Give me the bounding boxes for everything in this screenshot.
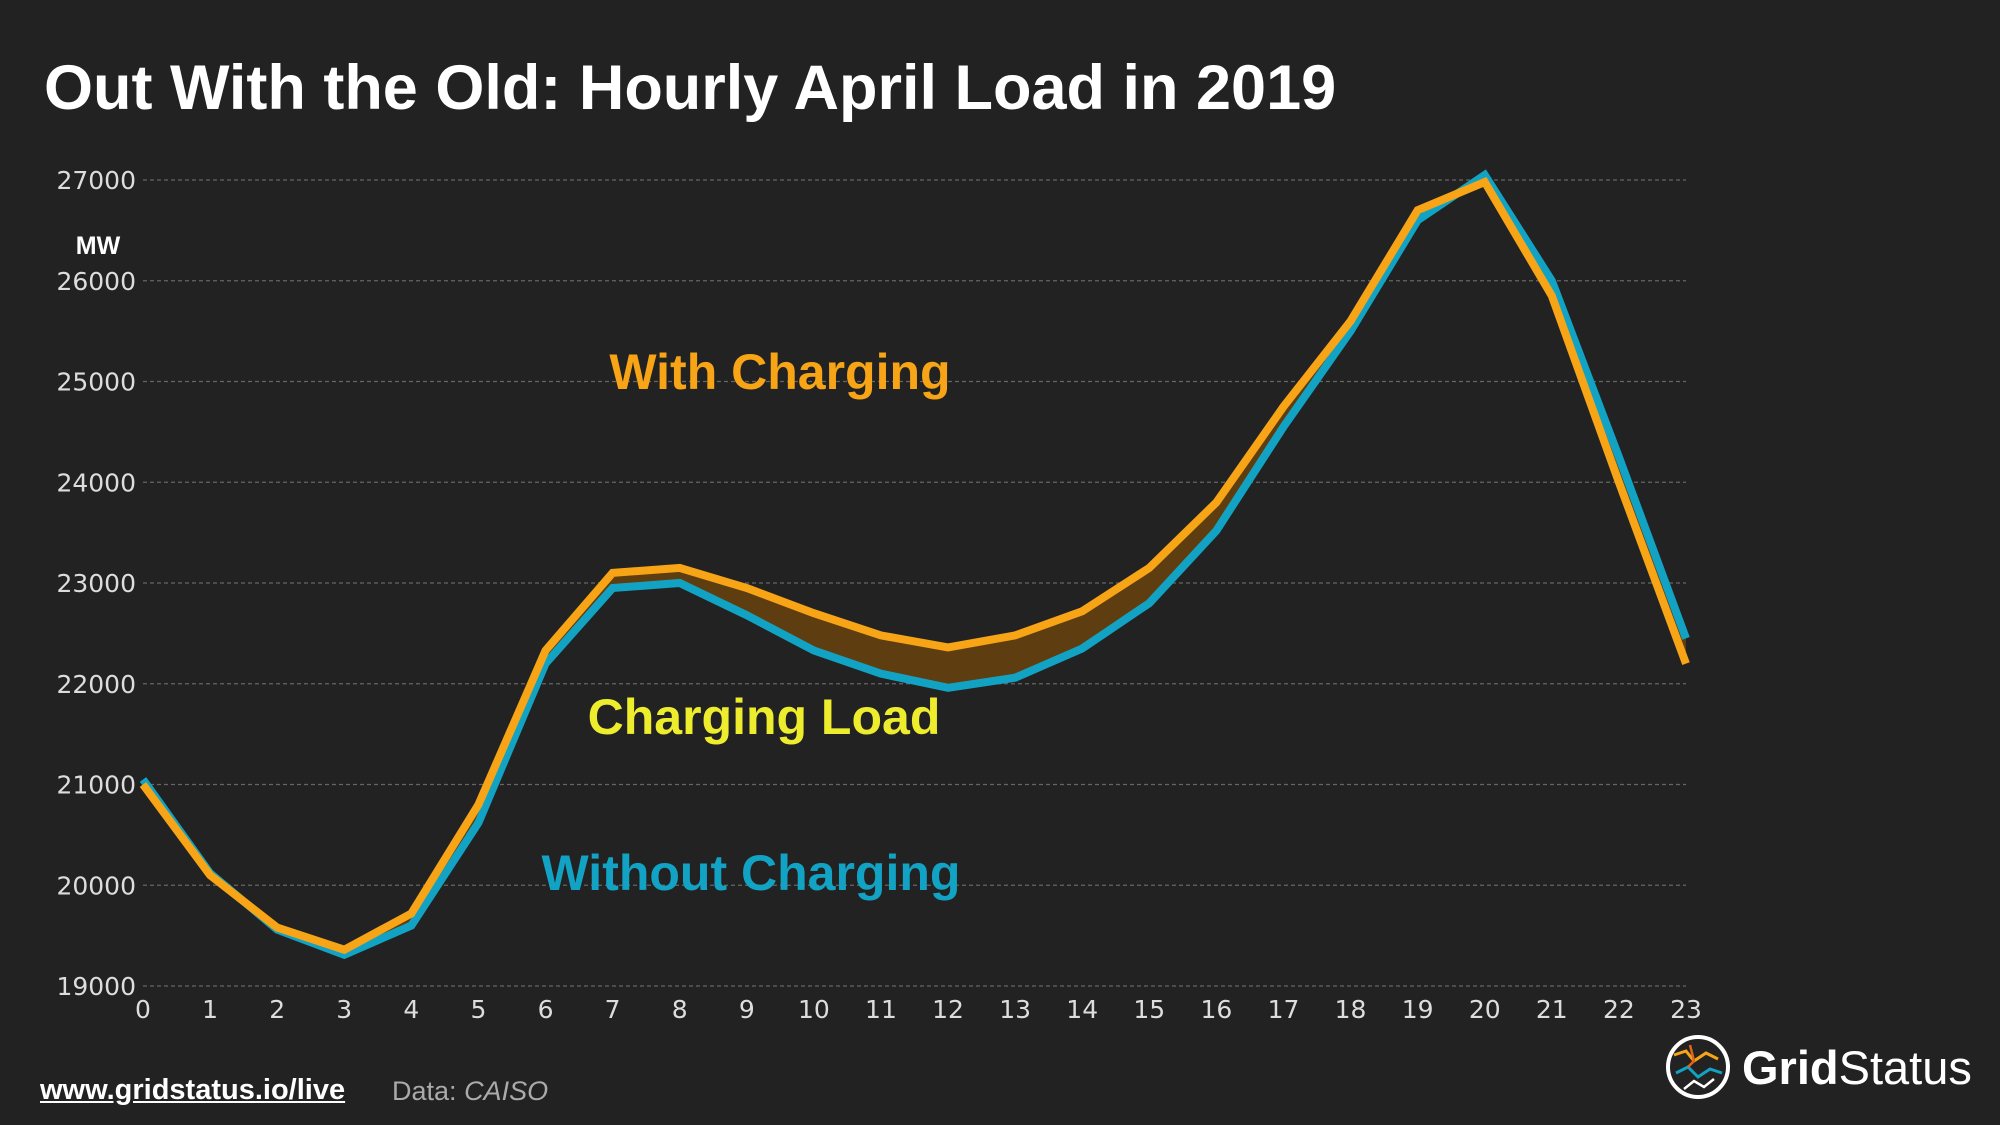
x-tick-label-15: 15	[1133, 995, 1165, 1024]
x-tick-label-13: 13	[999, 995, 1031, 1024]
y-tick-labels: 19000 20000 21000 22000 23000 24000 25000 26000…	[56, 166, 136, 1001]
x-tick-label-14: 14	[1066, 995, 1098, 1024]
x-tick-labels: 0 1 2 3 4 5 6 7 8 9 10 11 12 13 14 15 16 17 18 19 20 21 22 23	[135, 995, 1702, 1024]
logo-text: GridStatus	[1742, 1040, 1972, 1094]
charging-load-area	[143, 174, 1686, 955]
annotation-with-charging: With Charging	[609, 344, 950, 400]
footer-link[interactable]: www.gridstatus.io/live	[40, 1074, 346, 1106]
grid-status-logo-icon	[1666, 1035, 1730, 1099]
x-tick-label-17: 17	[1268, 995, 1300, 1024]
x-tick-label-10: 10	[798, 995, 830, 1024]
chart-title: Out With the Old: Hourly April Load in 2…	[44, 53, 1337, 123]
annotation-charging-load: Charging Load	[588, 689, 941, 745]
y-tick-label-23000: 23000	[56, 569, 136, 598]
x-tick-label-0: 0	[135, 995, 151, 1024]
x-tick-label-4: 4	[403, 995, 419, 1024]
x-tick-label-20: 20	[1469, 995, 1501, 1024]
series-line-with-charging	[139, 176, 1690, 955]
x-tick-label-9: 9	[739, 995, 755, 1024]
x-tick-label-2: 2	[269, 995, 285, 1024]
data-source-value: CAISO	[464, 1076, 549, 1106]
y-axis-label: MW	[76, 232, 121, 260]
y-tick-label-26000: 26000	[56, 267, 136, 296]
y-tick-label-20000: 20000	[56, 871, 136, 900]
y-tick-label-27000: 27000	[56, 166, 136, 195]
y-tick-label-19000: 19000	[56, 972, 136, 1001]
x-tick-label-6: 6	[538, 995, 554, 1024]
y-tick-label-21000: 21000	[56, 771, 136, 800]
x-tick-label-5: 5	[470, 995, 486, 1024]
x-tick-label-8: 8	[672, 995, 688, 1024]
y-tick-label-24000: 24000	[56, 468, 136, 497]
x-tick-label-3: 3	[336, 995, 352, 1024]
charging-load-fill	[143, 174, 1686, 955]
x-tick-label-19: 19	[1402, 995, 1434, 1024]
x-tick-label-18: 18	[1335, 995, 1367, 1024]
y-tick-label-25000: 25000	[56, 368, 136, 397]
series-line-without-charging	[139, 169, 1690, 960]
x-tick-label-21: 21	[1536, 995, 1568, 1024]
annotation-without-charging: Without Charging	[542, 845, 961, 901]
data-source-label: Data:	[392, 1076, 457, 1106]
data-source: Data: CAISO	[392, 1076, 548, 1107]
x-tick-label-22: 22	[1603, 995, 1635, 1024]
x-tick-label-7: 7	[605, 995, 621, 1024]
x-tick-label-11: 11	[865, 995, 897, 1024]
logo: GridStatus	[1664, 1033, 1972, 1101]
x-tick-label-1: 1	[202, 995, 218, 1024]
x-tick-label-16: 16	[1200, 995, 1232, 1024]
series-lines	[139, 169, 1690, 960]
x-tick-label-12: 12	[932, 995, 964, 1024]
y-tick-label-22000: 22000	[56, 670, 136, 699]
x-tick-label-23: 23	[1670, 995, 1702, 1024]
